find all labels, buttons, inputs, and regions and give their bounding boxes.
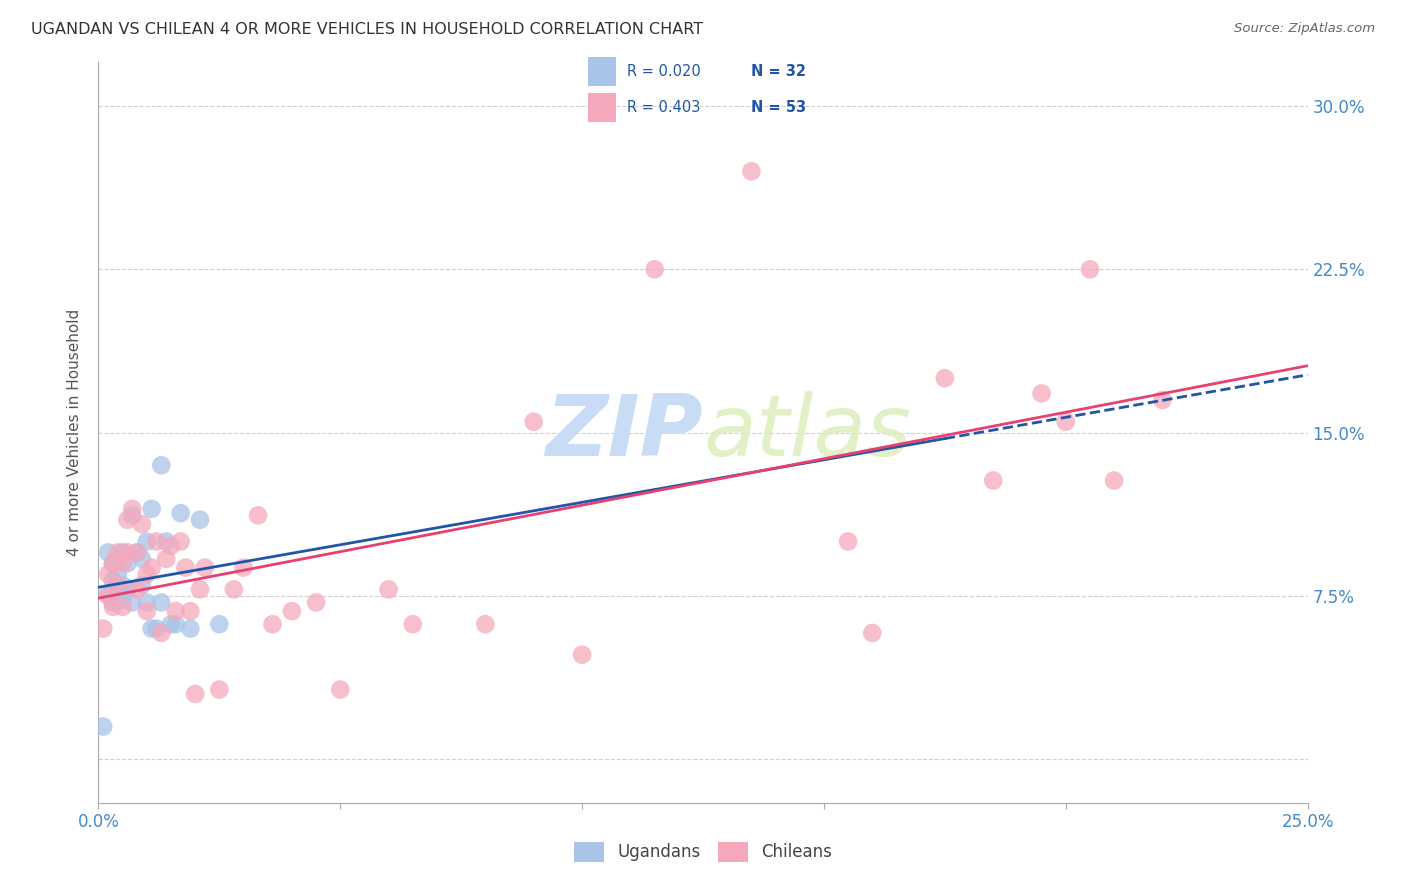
Point (981, 474, 1004, 488)
Point (127, 545, 149, 559)
Point (474, 617, 496, 632)
Point (141, 622, 163, 636)
Text: atlas: atlas (703, 391, 911, 475)
Point (281, 604, 304, 618)
Point (135, 604, 157, 618)
Point (91, 720, 114, 734)
Y-axis label: 4 or more Vehicles in Household: 4 or more Vehicles in Household (67, 309, 83, 557)
Point (101, 574, 124, 588)
Point (150, 626, 173, 640)
Bar (588, 57, 616, 87)
Point (194, 560, 217, 574)
Point (145, 622, 167, 636)
Point (107, 582, 129, 597)
Point (107, 545, 129, 559)
Point (145, 534, 167, 549)
Text: ZIP: ZIP (546, 391, 703, 475)
Point (111, 545, 134, 559)
Point (208, 617, 231, 632)
Point (169, 506, 191, 520)
Point (111, 599, 134, 614)
Point (232, 560, 254, 574)
Point (101, 556, 124, 570)
Point (135, 567, 157, 582)
Point (117, 513, 139, 527)
Point (740, 164, 762, 178)
Point (111, 578, 134, 592)
Point (150, 595, 173, 609)
Point (101, 599, 124, 614)
Text: R = 0.020: R = 0.020 (627, 64, 700, 79)
Legend: Ugandans, Chileans: Ugandans, Chileans (568, 835, 838, 869)
Point (184, 687, 207, 701)
Point (160, 617, 183, 632)
Text: UGANDAN VS CHILEAN 4 OR MORE VEHICLES IN HOUSEHOLD CORRELATION CHART: UGANDAN VS CHILEAN 4 OR MORE VEHICLES IN… (31, 22, 703, 37)
Point (127, 582, 149, 597)
Point (188, 582, 211, 597)
Point (165, 617, 187, 632)
Point (169, 534, 191, 549)
Point (91, 622, 114, 636)
Point (329, 682, 352, 697)
Point (188, 513, 211, 527)
Point (121, 501, 143, 516)
Point (97, 567, 120, 582)
Point (860, 626, 883, 640)
Point (107, 567, 129, 582)
Point (141, 501, 163, 516)
Point (111, 556, 134, 570)
Point (179, 604, 201, 618)
Point (117, 545, 139, 559)
Point (131, 552, 153, 566)
Point (305, 595, 328, 609)
Point (1102, 474, 1125, 488)
Point (101, 595, 124, 609)
Point (247, 508, 270, 523)
Point (160, 539, 183, 553)
Point (111, 593, 134, 607)
Point (107, 578, 129, 592)
Point (523, 415, 546, 429)
Point (155, 534, 177, 549)
Bar (588, 93, 616, 122)
Point (222, 582, 245, 597)
Text: N = 32: N = 32 (751, 64, 806, 79)
Point (155, 552, 177, 566)
Point (1152, 392, 1174, 407)
Point (101, 556, 124, 570)
Point (121, 508, 143, 523)
Point (131, 517, 153, 532)
Point (117, 582, 139, 597)
Point (174, 560, 197, 574)
Point (165, 604, 187, 618)
Point (135, 534, 157, 549)
Point (135, 595, 157, 609)
Point (127, 545, 149, 559)
Point (571, 648, 593, 662)
Point (97, 589, 120, 603)
Point (179, 622, 201, 636)
Point (117, 556, 139, 570)
Point (131, 578, 153, 592)
Point (644, 262, 666, 277)
Point (402, 617, 425, 632)
Point (1031, 386, 1053, 401)
Text: Source: ZipAtlas.com: Source: ZipAtlas.com (1234, 22, 1375, 36)
Point (97, 545, 120, 559)
Text: N = 53: N = 53 (751, 100, 806, 115)
Point (934, 371, 956, 385)
Text: R = 0.403: R = 0.403 (627, 100, 700, 115)
Point (1078, 262, 1101, 277)
Point (141, 560, 163, 574)
Point (262, 617, 284, 632)
Point (97, 587, 120, 601)
Point (377, 582, 399, 597)
Point (121, 595, 143, 609)
Point (1054, 415, 1077, 429)
Point (150, 458, 173, 473)
Point (208, 682, 231, 697)
Point (837, 534, 859, 549)
